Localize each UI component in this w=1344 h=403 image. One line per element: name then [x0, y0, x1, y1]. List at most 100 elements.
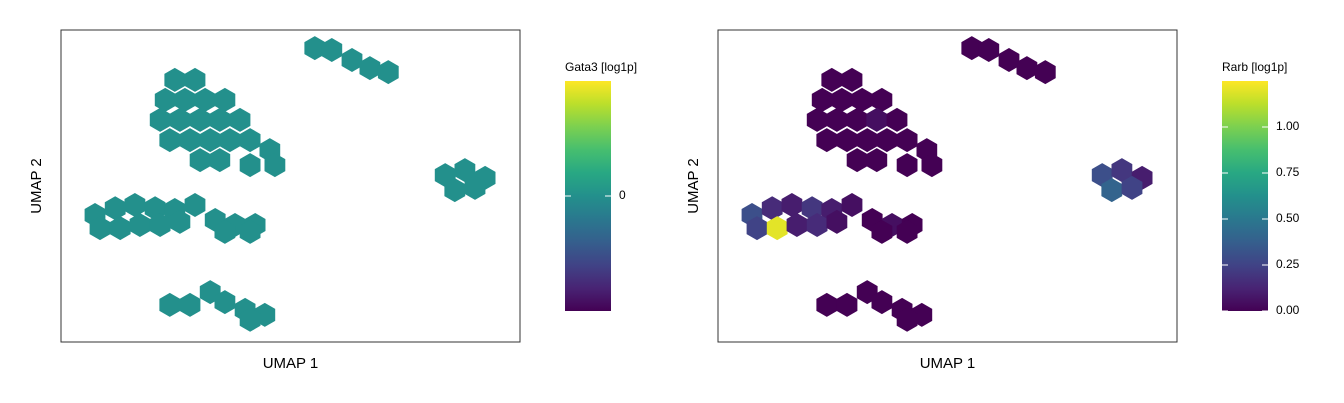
cell: [239, 307, 261, 332]
cell: [846, 148, 868, 173]
cell: [169, 209, 191, 234]
cell: [836, 128, 858, 153]
cell: [846, 107, 868, 132]
cell: [444, 178, 466, 203]
cell: [961, 36, 983, 61]
cell: [89, 216, 111, 241]
cell: [886, 107, 908, 132]
y-axis-label: UMAP 2: [28, 158, 45, 214]
cell: [239, 128, 261, 153]
cell: [184, 67, 206, 92]
colorbar-title: Rarb [log1p]: [1222, 60, 1287, 74]
cell: [454, 158, 476, 183]
cell: [149, 213, 171, 237]
cell: [1034, 60, 1056, 85]
cell: [841, 193, 863, 217]
colorbar: [1222, 81, 1268, 311]
cell: [766, 216, 788, 241]
cell: [359, 56, 381, 81]
x-axis-label: UMAP 1: [263, 355, 319, 372]
cell: [264, 153, 286, 178]
cell: [209, 148, 231, 173]
cell: [978, 38, 1000, 62]
cell: [851, 87, 873, 112]
cell: [199, 128, 221, 153]
cell: [806, 213, 828, 237]
cell: [304, 36, 326, 61]
cell: [826, 209, 848, 234]
cell: [179, 292, 201, 317]
cell: [876, 128, 898, 153]
cell: [831, 87, 853, 112]
cell: [856, 128, 878, 153]
cell: [209, 107, 231, 132]
colorbar-tick-label: 0: [619, 188, 626, 202]
cell: [1101, 178, 1123, 203]
cell: [781, 193, 803, 217]
cell: [154, 87, 176, 112]
cell: [109, 216, 131, 241]
cell: [841, 67, 863, 92]
cell: [896, 307, 918, 332]
cell: [239, 219, 261, 244]
cell: [341, 48, 363, 72]
cell: [1016, 56, 1038, 81]
cell: [129, 213, 151, 237]
colorbar-tick-label: 0.25: [1276, 257, 1300, 271]
cell: [159, 292, 181, 317]
y-axis-label: UMAP 2: [685, 158, 702, 214]
cell: [896, 153, 918, 178]
cell: [149, 107, 171, 132]
plot-frame: [60, 29, 521, 343]
cell: [896, 219, 918, 244]
cell: [816, 128, 838, 153]
cell: [164, 67, 186, 92]
cell: [1111, 158, 1133, 183]
plot-frame: [717, 29, 1178, 343]
colorbar: [565, 81, 611, 311]
cell: [826, 107, 848, 132]
x-axis-label: UMAP 1: [920, 355, 976, 372]
cell: [871, 290, 893, 315]
cell: [866, 148, 888, 173]
colorbar-tick-label: 0.50: [1276, 211, 1300, 225]
cell: [761, 196, 783, 221]
cell: [174, 87, 196, 112]
colorbar-tick-label: 0.00: [1276, 303, 1300, 317]
cell: [866, 107, 888, 132]
cell: [229, 107, 251, 132]
cell: [184, 193, 206, 217]
cell: [239, 153, 261, 178]
cell: [806, 107, 828, 132]
cell: [464, 175, 486, 200]
cell: [104, 196, 126, 221]
cell: [998, 48, 1020, 72]
cell: [871, 87, 893, 112]
cell: [214, 87, 236, 112]
cell: [871, 219, 893, 244]
cell: [921, 153, 943, 178]
cell: [194, 87, 216, 112]
cell: [896, 128, 918, 153]
cell: [746, 216, 768, 241]
cell: [1121, 175, 1143, 200]
cell: [159, 128, 181, 153]
cell: [219, 128, 241, 153]
cell: [214, 219, 236, 244]
cell: [124, 193, 146, 217]
cell: [811, 87, 833, 112]
cell: [179, 128, 201, 153]
cell: [836, 292, 858, 317]
cell: [321, 38, 343, 62]
colorbar-tick-label: 0.75: [1276, 165, 1300, 179]
cell: [377, 60, 399, 85]
cell: [786, 213, 808, 237]
cell: [214, 290, 236, 315]
cell: [189, 148, 211, 173]
colorbar-title: Gata3 [log1p]: [565, 60, 637, 74]
cell: [821, 67, 843, 92]
cell: [169, 107, 191, 132]
colorbar-tick-label: 1.00: [1276, 119, 1300, 133]
cell: [189, 107, 211, 132]
